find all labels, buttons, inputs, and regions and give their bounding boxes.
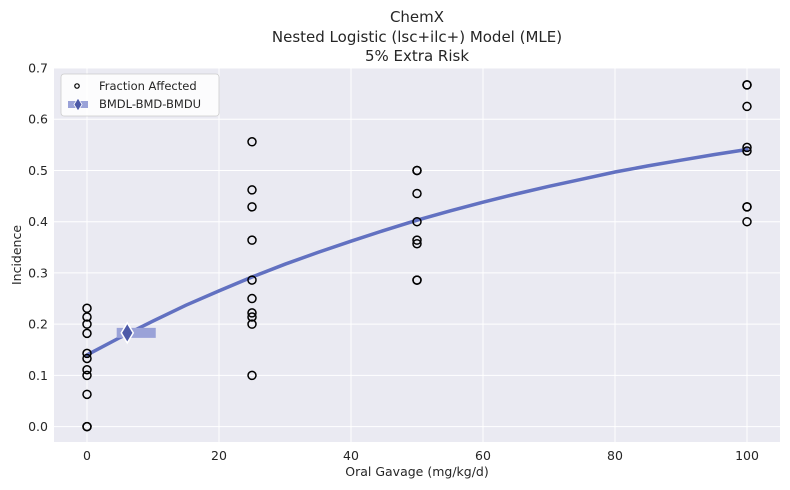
model-curve bbox=[85, 147, 749, 357]
data-point bbox=[82, 353, 92, 364]
chart-title-line-2: Nested Logistic (lsc+ilc+) Model (MLE) bbox=[272, 28, 562, 46]
y-tick-label: 0.3 bbox=[28, 265, 48, 280]
legend-bmd-diamond-swatch bbox=[73, 97, 83, 112]
bmd-diamond bbox=[120, 321, 135, 345]
legend-label-bmd: BMDL-BMD-BMDU bbox=[99, 97, 201, 111]
x-tick-label: 100 bbox=[735, 448, 759, 463]
data-point bbox=[247, 312, 257, 322]
data-point bbox=[247, 293, 257, 304]
x-tick-label: 0 bbox=[83, 448, 91, 463]
data-point bbox=[82, 365, 92, 375]
y-tick-labels: 0.0 0.1 0.2 0.3 0.4 0.5 0.6 0.7 bbox=[28, 61, 48, 435]
y-tick-label: 0.1 bbox=[28, 368, 48, 383]
bmd-range-bar bbox=[116, 327, 156, 338]
data-point bbox=[412, 275, 422, 285]
data-point bbox=[247, 235, 257, 245]
grid-lines bbox=[54, 67, 780, 442]
legend-point-swatch bbox=[74, 83, 80, 89]
chart-title-line-1: ChemX bbox=[390, 8, 444, 26]
y-tick-label: 0.7 bbox=[28, 61, 48, 76]
legend-label-fraction: Fraction Affected bbox=[99, 79, 197, 93]
y-tick-label: 0.5 bbox=[28, 163, 48, 178]
data-points bbox=[82, 80, 752, 432]
data-point bbox=[82, 312, 92, 322]
data-point bbox=[412, 235, 422, 245]
data-point bbox=[82, 328, 92, 339]
data-point bbox=[82, 348, 92, 359]
data-point bbox=[82, 421, 92, 432]
y-tick-label: 0.0 bbox=[28, 419, 48, 434]
data-point bbox=[742, 101, 752, 112]
data-point bbox=[742, 146, 752, 156]
x-axis-label: Oral Gavage (mg/kg/d) bbox=[345, 464, 488, 479]
data-point bbox=[82, 319, 92, 329]
y-axis-label: Incidence bbox=[9, 225, 24, 285]
data-point bbox=[247, 370, 257, 381]
chart-title-line-3: 5% Extra Risk bbox=[365, 47, 469, 65]
legend-box bbox=[60, 73, 220, 117]
data-point bbox=[247, 319, 257, 329]
bmd-marker bbox=[116, 321, 156, 345]
data-point bbox=[412, 188, 422, 199]
data-point bbox=[412, 216, 422, 227]
data-point bbox=[247, 275, 257, 285]
data-point bbox=[247, 202, 257, 212]
x-tick-label: 80 bbox=[607, 448, 623, 463]
data-point bbox=[412, 238, 422, 249]
data-point bbox=[247, 137, 257, 147]
plot-area bbox=[54, 68, 780, 442]
y-tick-label: 0.2 bbox=[28, 317, 48, 332]
data-point bbox=[742, 202, 752, 212]
y-tick-label: 0.6 bbox=[28, 112, 48, 127]
data-point bbox=[412, 165, 422, 176]
data-point bbox=[82, 370, 92, 381]
data-point bbox=[247, 308, 257, 318]
y-tick-label: 0.4 bbox=[28, 214, 48, 229]
data-point bbox=[82, 389, 92, 400]
legend: Fraction Affected BMDL-BMD-BMDU bbox=[60, 73, 220, 117]
data-point bbox=[742, 142, 752, 153]
data-point bbox=[742, 80, 752, 90]
data-point bbox=[247, 185, 257, 195]
x-tick-label: 40 bbox=[343, 448, 359, 463]
x-tick-label: 20 bbox=[211, 448, 227, 463]
x-tick-labels: 0 20 40 60 80 100 bbox=[83, 448, 759, 463]
x-tick-label: 60 bbox=[475, 448, 491, 463]
data-point bbox=[742, 216, 752, 227]
